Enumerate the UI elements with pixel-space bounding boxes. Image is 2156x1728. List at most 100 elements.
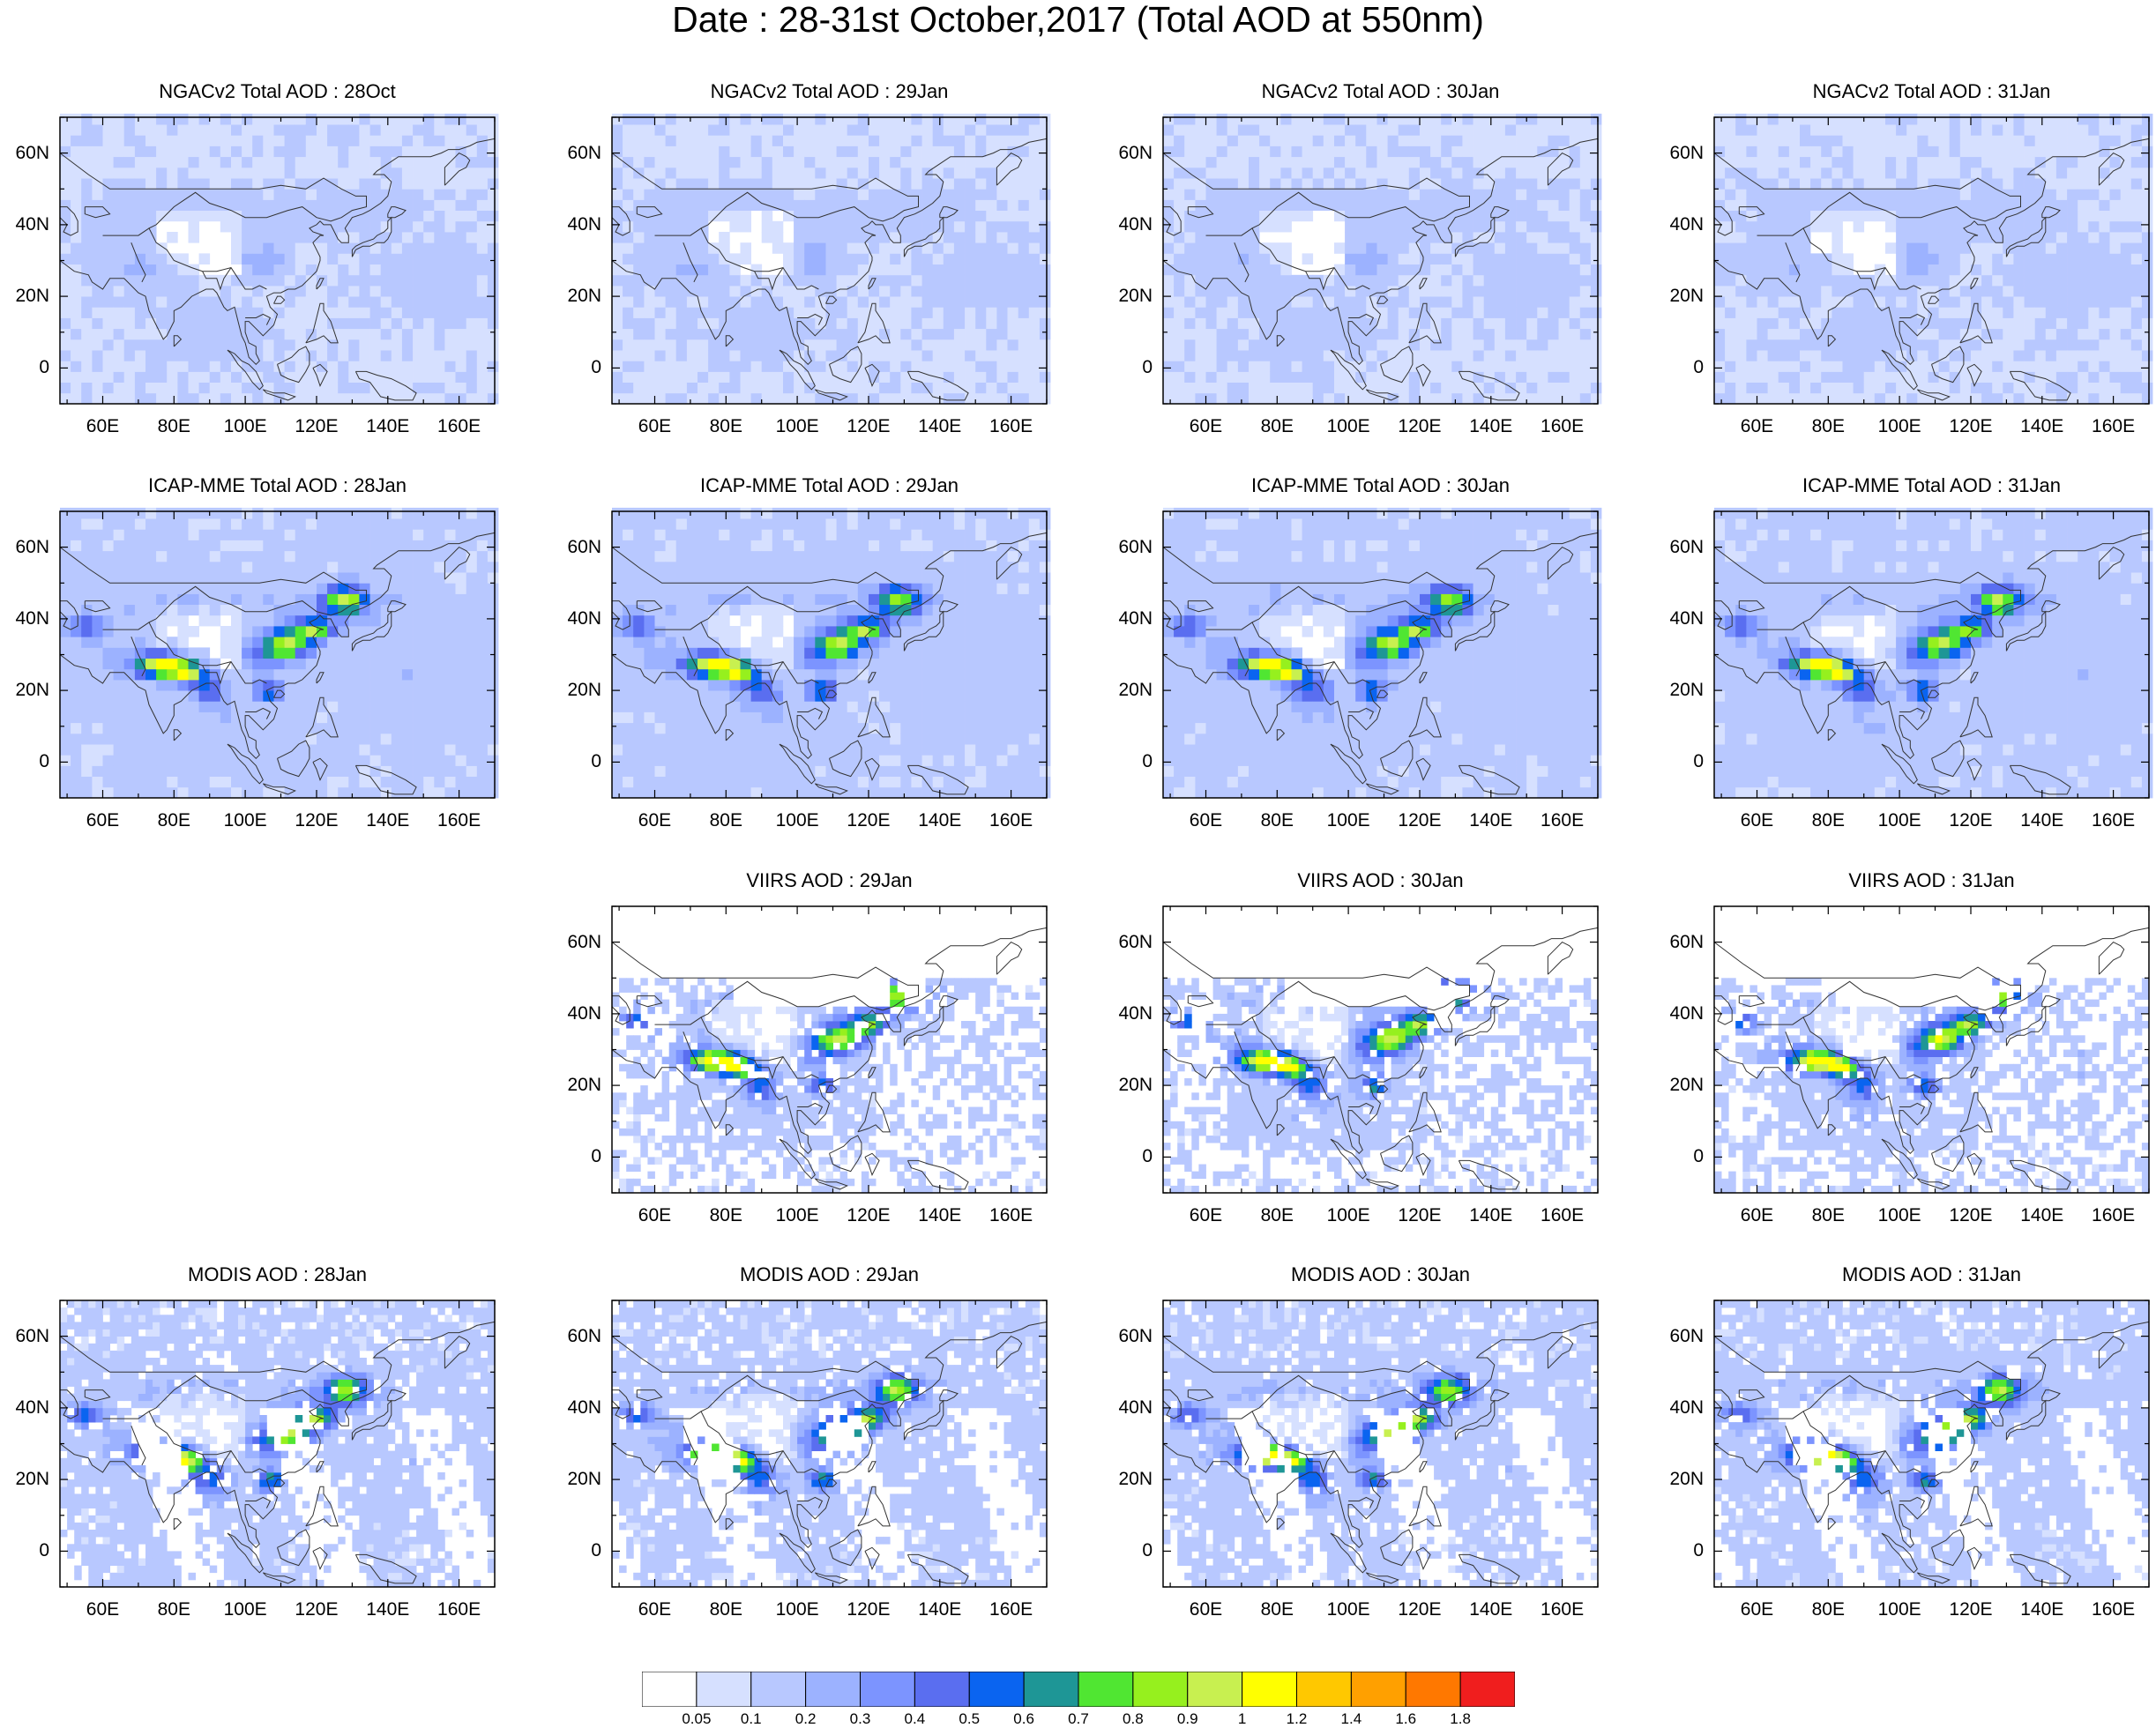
- x-tick-label: 120E: [1395, 1599, 1444, 1620]
- x-tick-label: 120E: [1395, 810, 1444, 831]
- colorbar-swatch: [1460, 1672, 1515, 1707]
- panel-title: MODIS AOD : 29Jan: [612, 1263, 1047, 1286]
- panel-title: NGACv2 Total AOD : 31Jan: [1714, 80, 2149, 103]
- colorbar-tick-label: 0.2: [795, 1710, 817, 1728]
- aod-map: [60, 511, 495, 798]
- panel-title: NGACv2 Total AOD : 28Oct: [60, 80, 495, 103]
- y-tick-label: 20N: [557, 680, 601, 701]
- x-tick-label: 160E: [987, 1205, 1036, 1226]
- y-tick-label: 0: [1660, 751, 1704, 772]
- y-tick-label: 0: [557, 751, 601, 772]
- x-tick-label: 60E: [78, 1599, 127, 1620]
- x-tick-label: 140E: [915, 1205, 965, 1226]
- x-tick-label: 120E: [1395, 416, 1444, 437]
- x-tick-label: 160E: [435, 810, 484, 831]
- x-tick-label: 80E: [701, 1205, 750, 1226]
- colorbar-tick-label: 1: [1238, 1710, 1246, 1728]
- x-tick-label: 160E: [987, 810, 1036, 831]
- y-tick-label: 0: [1108, 357, 1153, 378]
- x-tick-label: 60E: [1181, 1205, 1230, 1226]
- y-tick-label: 20N: [557, 286, 601, 307]
- x-tick-label: 80E: [149, 1599, 198, 1620]
- x-tick-label: 140E: [2018, 1599, 2067, 1620]
- x-tick-label: 60E: [78, 810, 127, 831]
- x-tick-label: 80E: [1803, 1599, 1853, 1620]
- x-tick-label: 100E: [772, 1599, 822, 1620]
- aod-map: [1714, 1300, 2149, 1587]
- x-tick-label: 100E: [1324, 1599, 1373, 1620]
- x-tick-label: 160E: [2089, 1599, 2138, 1620]
- panel-title: NGACv2 Total AOD : 29Jan: [612, 80, 1047, 103]
- x-tick-label: 160E: [435, 416, 484, 437]
- x-tick-label: 140E: [363, 416, 413, 437]
- colorbar-tick-label: 0.9: [1177, 1710, 1198, 1728]
- y-tick-label: 40N: [1660, 608, 1704, 629]
- y-tick-label: 40N: [557, 1003, 601, 1024]
- y-tick-label: 60N: [1108, 1326, 1153, 1347]
- y-tick-label: 60N: [1108, 537, 1153, 558]
- y-tick-label: 60N: [557, 932, 601, 953]
- x-tick-label: 160E: [987, 1599, 1036, 1620]
- x-tick-label: 100E: [772, 810, 822, 831]
- x-tick-label: 140E: [915, 810, 965, 831]
- colorbar-tick-label: 1.8: [1450, 1710, 1471, 1728]
- x-tick-label: 140E: [363, 1599, 413, 1620]
- panel-title: ICAP-MME Total AOD : 28Jan: [60, 474, 495, 497]
- aod-map: [60, 1300, 495, 1587]
- x-tick-label: 140E: [1466, 1205, 1516, 1226]
- x-tick-label: 80E: [1252, 810, 1302, 831]
- aod-map: [60, 117, 495, 404]
- panel-title: NGACv2 Total AOD : 30Jan: [1163, 80, 1598, 103]
- colorbar-tick-label: 1.2: [1287, 1710, 1308, 1728]
- aod-map: [1163, 511, 1598, 798]
- colorbar-tick-label: 0.7: [1068, 1710, 1089, 1728]
- y-tick-label: 0: [1660, 357, 1704, 378]
- panel-title: VIIRS AOD : 29Jan: [612, 869, 1047, 892]
- x-tick-label: 100E: [1875, 1205, 1924, 1226]
- x-tick-label: 60E: [630, 1205, 679, 1226]
- y-tick-label: 0: [557, 1540, 601, 1561]
- colorbar-swatch: [969, 1672, 1024, 1707]
- x-tick-label: 120E: [1946, 1205, 1996, 1226]
- colorbar-swatch: [861, 1672, 915, 1707]
- colorbar-swatch: [1133, 1672, 1188, 1707]
- x-tick-label: 100E: [1324, 1205, 1373, 1226]
- panel-title: VIIRS AOD : 31Jan: [1714, 869, 2149, 892]
- y-tick-label: 40N: [5, 214, 49, 235]
- main-title: Date : 28-31st October,2017 (Total AOD a…: [0, 0, 2156, 39]
- x-tick-label: 100E: [220, 1599, 270, 1620]
- y-tick-label: 20N: [557, 1469, 601, 1490]
- x-tick-label: 120E: [844, 416, 893, 437]
- x-tick-label: 160E: [1538, 810, 1587, 831]
- aod-field: [612, 508, 1050, 799]
- colorbar-swatch: [1406, 1672, 1460, 1707]
- x-tick-label: 80E: [149, 810, 198, 831]
- panel-title: MODIS AOD : 30Jan: [1163, 1263, 1598, 1286]
- y-tick-label: 20N: [1108, 1469, 1153, 1490]
- y-tick-label: 60N: [1108, 143, 1153, 164]
- colorbar-tick-label: 1.4: [1341, 1710, 1362, 1728]
- x-tick-label: 160E: [1538, 416, 1587, 437]
- x-tick-label: 120E: [292, 416, 341, 437]
- x-tick-label: 80E: [701, 416, 750, 437]
- y-tick-label: 60N: [5, 1326, 49, 1347]
- x-tick-label: 120E: [1395, 1205, 1444, 1226]
- y-tick-label: 40N: [557, 1397, 601, 1419]
- colorbar-tick-label: 0.8: [1123, 1710, 1144, 1728]
- y-tick-label: 60N: [1108, 932, 1153, 953]
- y-tick-label: 60N: [5, 537, 49, 558]
- colorbar-swatch: [914, 1672, 969, 1707]
- y-tick-label: 40N: [5, 608, 49, 629]
- colorbar-swatch: [1078, 1672, 1133, 1707]
- y-tick-label: 0: [1108, 751, 1153, 772]
- x-tick-label: 120E: [292, 1599, 341, 1620]
- aod-map: [612, 117, 1047, 404]
- x-tick-label: 120E: [292, 810, 341, 831]
- aod-field: [60, 508, 498, 799]
